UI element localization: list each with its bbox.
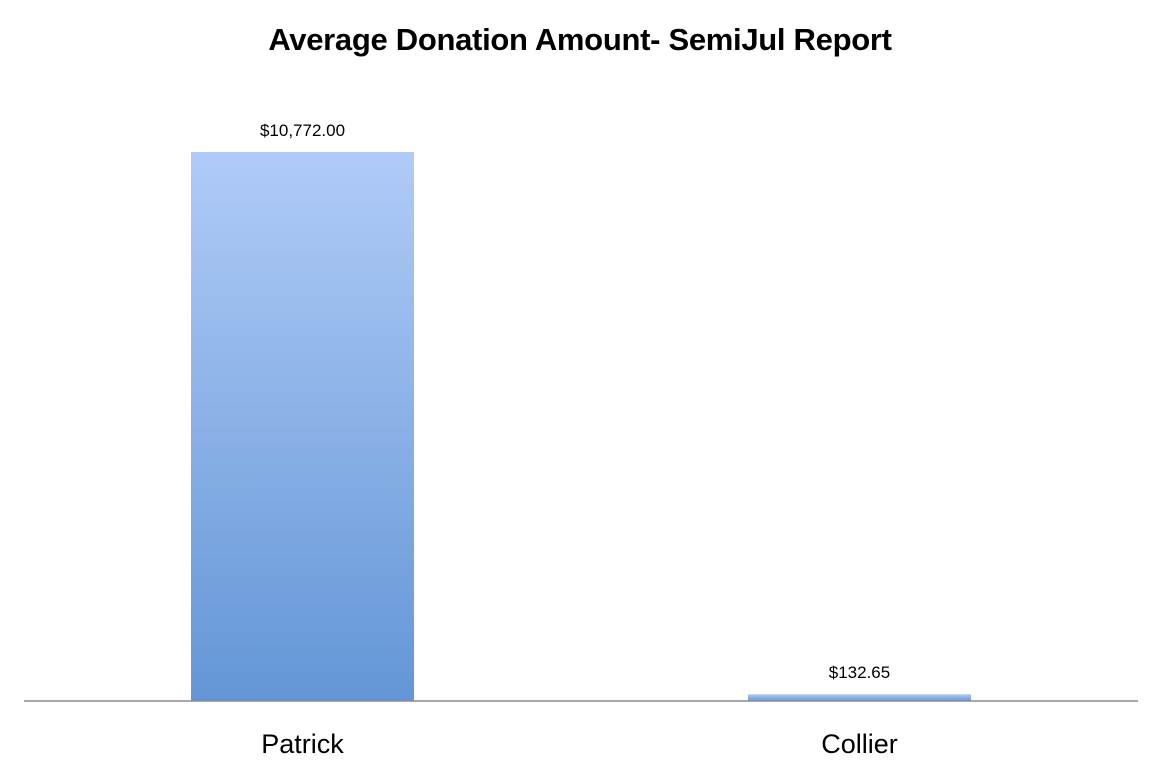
- bar-patrick: [191, 152, 414, 701]
- bar-collier: [748, 694, 971, 701]
- labels-layer: $10,772.00 Patrick $132.65 Collier: [260, 121, 898, 759]
- bars-layer: [191, 152, 971, 701]
- category-label-patrick: Patrick: [261, 729, 344, 759]
- data-label-collier: $132.65: [829, 663, 890, 682]
- chart-title: Average Donation Amount- SemiJul Report: [268, 22, 892, 57]
- category-label-collier: Collier: [821, 729, 898, 759]
- data-label-patrick: $10,772.00: [260, 121, 345, 140]
